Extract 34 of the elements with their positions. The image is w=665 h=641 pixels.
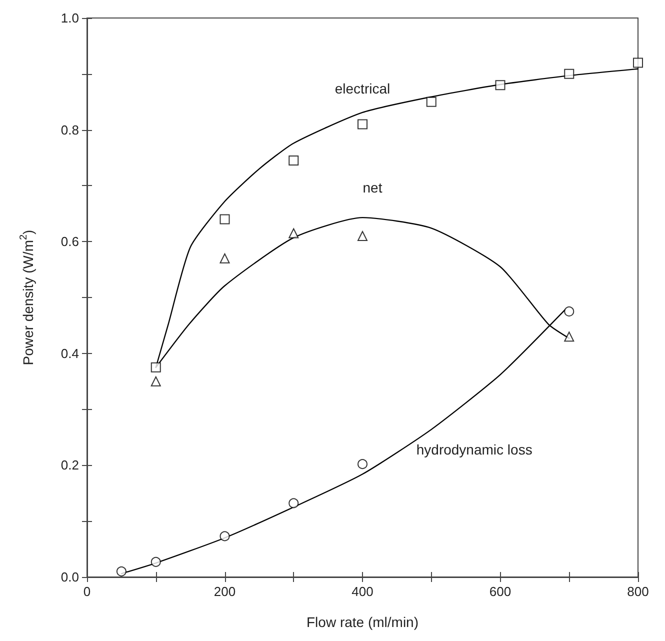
y-tick-label: 1.0 xyxy=(60,10,79,26)
point xyxy=(426,96,436,107)
point xyxy=(358,119,368,130)
x-axis-title: Flow rate (ml/min) xyxy=(306,614,419,630)
x-tick-label: 800 xyxy=(627,584,649,599)
series-label: net xyxy=(362,180,382,196)
point xyxy=(220,531,230,542)
y-tick-label: 0.2 xyxy=(60,458,79,473)
x-tick-label: 0 xyxy=(83,584,91,599)
series-label: electrical xyxy=(334,80,390,96)
point xyxy=(564,68,574,79)
point xyxy=(150,556,161,567)
point xyxy=(564,332,574,342)
y-axis-title: Power density (W/m2) xyxy=(18,230,36,366)
y-tick-label: 0.8 xyxy=(60,122,79,138)
y-tick-label: 0.0 xyxy=(60,570,79,584)
point xyxy=(633,58,643,68)
point xyxy=(564,306,574,316)
point xyxy=(220,253,230,264)
point xyxy=(150,376,161,386)
point xyxy=(288,498,299,508)
point xyxy=(495,80,506,90)
point xyxy=(358,459,368,470)
point xyxy=(150,362,161,372)
y-tick-label: 0.6 xyxy=(60,234,79,250)
point xyxy=(288,228,299,238)
x-tick-label: 200 xyxy=(214,584,236,599)
x-tick-label: 400 xyxy=(352,584,374,599)
series-label: hydrodynamic loss xyxy=(416,441,532,458)
x-tick-label: 600 xyxy=(489,584,512,599)
point xyxy=(220,214,230,224)
point xyxy=(116,566,126,576)
y-tick-label: 0.4 xyxy=(60,346,79,361)
point xyxy=(288,156,299,166)
